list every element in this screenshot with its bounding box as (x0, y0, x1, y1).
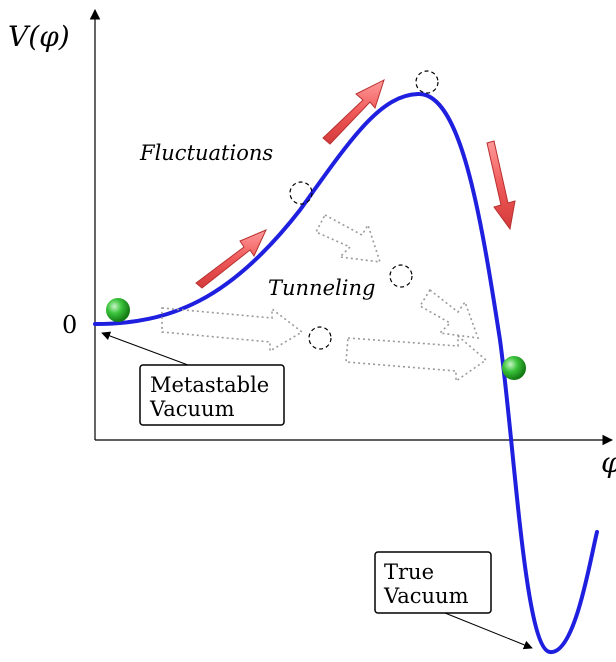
fluctuations-label: Fluctuations (139, 141, 273, 165)
fluctuation-arrow-2 (322, 79, 385, 145)
y-axis-label: V(φ) (8, 20, 70, 53)
metastable-pointer (101, 331, 189, 366)
true-vacuum-line-1: True (384, 560, 434, 584)
fluctuation-arrows (195, 79, 516, 289)
tunneling-arrow-3 (418, 288, 480, 339)
dashed-circles (289, 70, 439, 350)
metastable-vacuum-callout: Metastable Vacuum (101, 331, 285, 426)
true-vacuum-box (374, 551, 492, 614)
dashed-circle-mid (389, 264, 413, 288)
metastable-line-2: Vacuum (149, 397, 235, 421)
true-vacuum-pointer (444, 612, 533, 650)
metastable-line-1: Metastable (150, 373, 269, 397)
true-vacuum-callout: True Vacuum (374, 551, 533, 650)
tunneling-arrows (161, 213, 488, 383)
potential-curve (93, 91, 599, 654)
zero-label: 0 (62, 311, 77, 339)
metastable-ball (106, 298, 130, 322)
tunneling-label: Tunneling (268, 276, 375, 300)
dashed-circle-peak (415, 70, 439, 94)
true-vacuum-line-2: Vacuum (383, 584, 469, 608)
x-axis-label: φ (601, 446, 616, 479)
dashed-circle-slope (289, 181, 313, 205)
fluctuation-arrow-3 (486, 140, 516, 231)
tunneling-arrow-4 (345, 334, 488, 383)
dashed-circle-low (308, 326, 332, 350)
tunneling-arrow-1 (161, 307, 304, 353)
tunneling-arrow-2 (314, 213, 382, 263)
true-vacuum-ball (502, 356, 526, 380)
fluctuation-arrow-1 (195, 229, 267, 289)
metastable-box (139, 364, 285, 426)
